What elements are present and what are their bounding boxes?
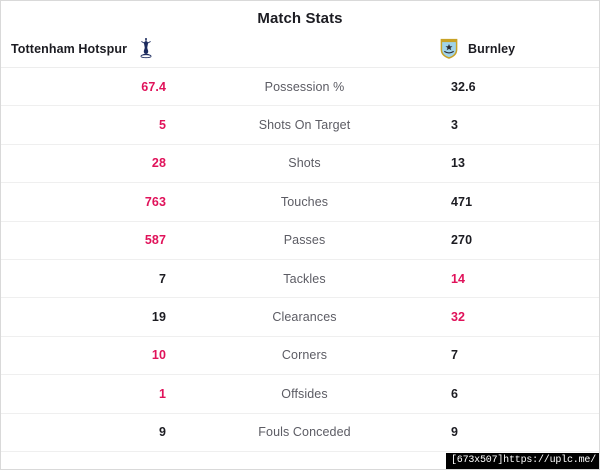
stat-label: Clearances [272,310,337,325]
stat-row: 5 Shots On Target 3 [1,106,599,145]
page-title: Match Stats [257,10,343,27]
stat-away-value: 32 [451,310,466,325]
stat-home-value: 1 [158,386,166,401]
stat-home-value: 7 [158,271,166,286]
stat-home-value: 587 [144,233,166,248]
away-team: Burnley [439,38,515,59]
stat-row: 7 Tackles 14 [1,260,599,299]
stat-home-value: 10 [151,348,166,363]
stat-label: Offsides [281,386,328,401]
stat-label: Fouls Conceded [258,425,351,440]
stat-home-value: 19 [151,310,166,325]
stat-away-value: 7 [451,348,459,363]
stat-row: 28 Shots 13 [1,145,599,184]
stat-label: Shots [288,156,321,171]
stats-table: 67.4 Possession % 32.6 5 Shots On Target 3 28 S… [1,67,599,452]
stat-row: 19 Clearances 32 [1,298,599,337]
stat-label: Tackles [283,271,326,286]
home-team-name: Tottenham Hotspur [11,41,128,56]
stat-label: Shots On Target [258,118,351,133]
teams-header: Tottenham Hotspur [1,29,599,67]
stat-row: 10 Corners 7 [1,337,599,376]
stat-row: 67.4 Possession % 32.6 [1,68,599,107]
stat-away-value: 14 [451,271,466,286]
stat-away-value: 6 [451,386,459,401]
stat-home-value: 67.4 [141,79,166,94]
stat-row: 1 Offsides 6 [1,375,599,414]
burnley-crest-icon [439,38,459,59]
stat-home-value: 5 [158,118,166,133]
stat-row: 763 Touches 471 [1,183,599,222]
stat-row: 9 Fouls Conceded 9 [1,414,599,452]
stat-home-value: 28 [151,156,166,171]
home-team: Tottenham Hotspur [11,38,156,59]
stat-home-value: 763 [144,194,166,209]
stat-home-value: 9 [158,425,166,440]
stat-label: Passes [283,233,326,248]
stat-away-value: 270 [451,233,473,248]
stat-away-value: 3 [451,118,459,133]
stat-row: 587 Passes 270 [1,222,599,260]
stat-label: Touches [280,194,329,209]
tottenham-hotspur-crest-icon [136,38,156,59]
stat-away-value: 32.6 [451,79,476,94]
stat-label: Possession % [264,79,345,94]
stat-away-value: 9 [451,425,459,440]
away-team-name: Burnley [468,41,516,56]
stat-away-value: 13 [451,156,466,171]
stat-label: Corners [281,348,328,363]
watermark: [673x507]https://uplc.me/ [445,453,599,469]
stat-away-value: 471 [451,194,473,209]
